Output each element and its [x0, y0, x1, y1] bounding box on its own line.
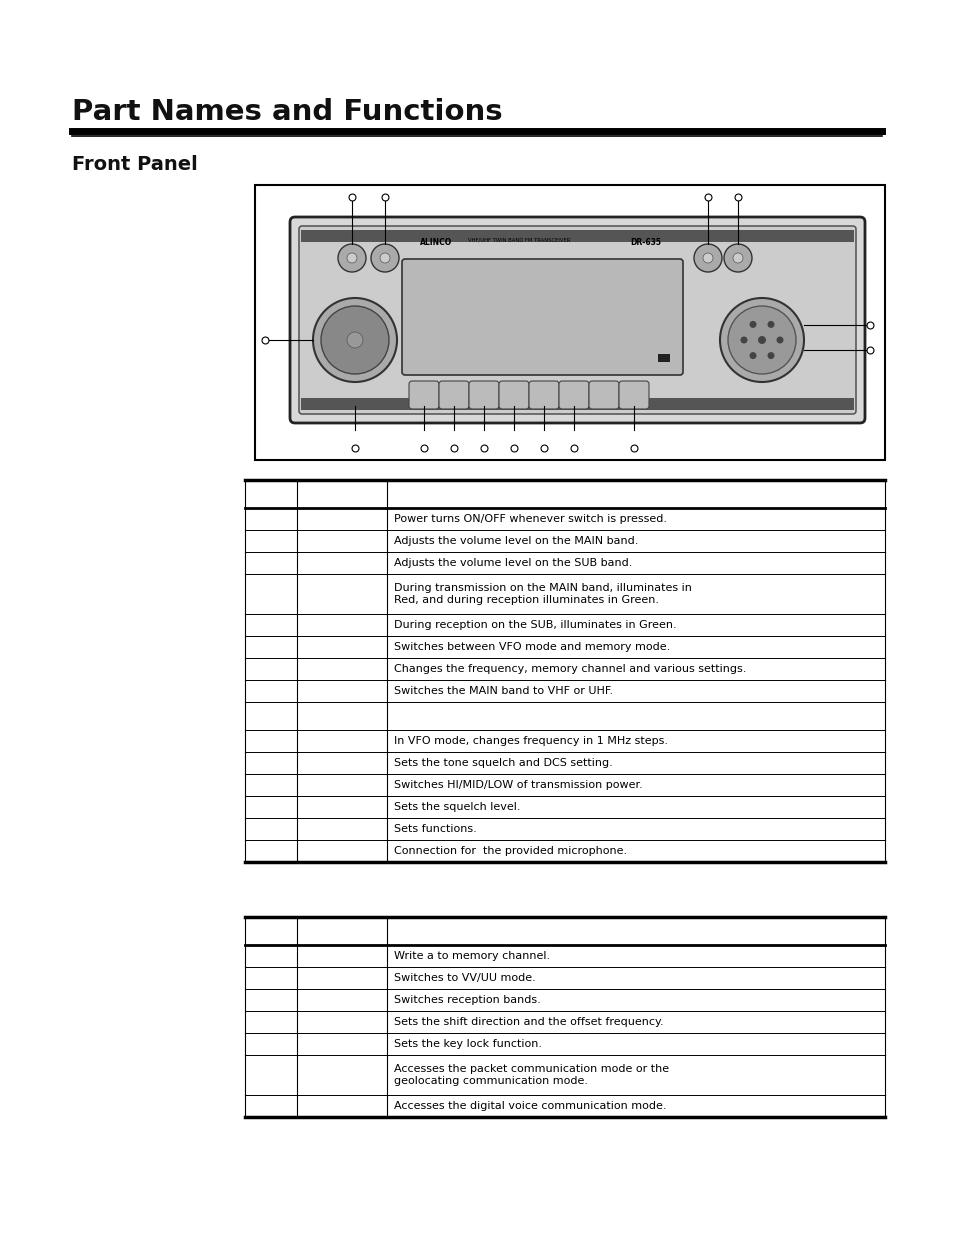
- FancyBboxPatch shape: [438, 382, 469, 409]
- Text: Sets the tone squelch and DCS setting.: Sets the tone squelch and DCS setting.: [394, 758, 612, 768]
- Text: Switches between VFO mode and memory mode.: Switches between VFO mode and memory mod…: [394, 642, 670, 652]
- Circle shape: [776, 336, 782, 343]
- Text: Switches HI/MID/LOW of transmission power.: Switches HI/MID/LOW of transmission powe…: [394, 781, 642, 790]
- Circle shape: [740, 336, 747, 343]
- Text: Sets functions.: Sets functions.: [394, 824, 476, 834]
- Text: Sets the shift direction and the offset frequency.: Sets the shift direction and the offset …: [394, 1016, 663, 1028]
- Text: Part Names and Functions: Part Names and Functions: [71, 98, 502, 126]
- Text: During reception on the SUB, illuminates in Green.: During reception on the SUB, illuminates…: [394, 620, 676, 630]
- Text: Accesses the digital voice communication mode.: Accesses the digital voice communication…: [394, 1100, 666, 1112]
- Bar: [658, 354, 669, 362]
- Text: Sets the key lock function.: Sets the key lock function.: [394, 1039, 541, 1049]
- Text: During transmission on the MAIN band, illuminates in
Red, and during reception i: During transmission on the MAIN band, il…: [394, 583, 691, 605]
- FancyBboxPatch shape: [558, 382, 588, 409]
- Circle shape: [337, 245, 366, 272]
- Circle shape: [379, 253, 390, 263]
- Circle shape: [313, 298, 396, 382]
- Text: Switches to VV/UU mode.: Switches to VV/UU mode.: [394, 973, 536, 983]
- Text: Connection for  the provided microphone.: Connection for the provided microphone.: [394, 846, 626, 856]
- Circle shape: [749, 352, 756, 359]
- Circle shape: [758, 336, 765, 345]
- FancyBboxPatch shape: [409, 382, 438, 409]
- Text: Adjusts the volume level on the SUB band.: Adjusts the volume level on the SUB band…: [394, 558, 632, 568]
- Circle shape: [693, 245, 721, 272]
- Text: Power turns ON/OFF whenever switch is pressed.: Power turns ON/OFF whenever switch is pr…: [394, 514, 666, 524]
- Circle shape: [347, 332, 363, 348]
- Circle shape: [767, 352, 774, 359]
- FancyBboxPatch shape: [469, 382, 498, 409]
- Circle shape: [702, 253, 712, 263]
- Circle shape: [347, 253, 356, 263]
- FancyBboxPatch shape: [298, 226, 855, 414]
- Text: VHF/UHF TWIN BAND FM TRANSCEIVER: VHF/UHF TWIN BAND FM TRANSCEIVER: [468, 238, 570, 243]
- Circle shape: [767, 321, 774, 329]
- Circle shape: [723, 245, 751, 272]
- FancyBboxPatch shape: [618, 382, 648, 409]
- FancyBboxPatch shape: [588, 382, 618, 409]
- Bar: [301, 398, 853, 410]
- Bar: [254, 185, 884, 459]
- FancyBboxPatch shape: [498, 382, 529, 409]
- Text: DR-635: DR-635: [629, 238, 660, 247]
- FancyBboxPatch shape: [401, 259, 682, 375]
- FancyBboxPatch shape: [529, 382, 558, 409]
- Circle shape: [749, 321, 756, 329]
- Text: Front Panel: Front Panel: [71, 156, 197, 174]
- FancyBboxPatch shape: [290, 217, 864, 424]
- Bar: [301, 230, 853, 242]
- Circle shape: [732, 253, 742, 263]
- Text: ALINCO: ALINCO: [419, 238, 452, 247]
- Text: Adjusts the volume level on the MAIN band.: Adjusts the volume level on the MAIN ban…: [394, 536, 638, 546]
- Text: Switches the MAIN band to VHF or UHF.: Switches the MAIN band to VHF or UHF.: [394, 685, 613, 697]
- Text: In VFO mode, changes frequency in 1 MHz steps.: In VFO mode, changes frequency in 1 MHz …: [394, 736, 667, 746]
- Circle shape: [727, 306, 795, 374]
- Text: Sets the squelch level.: Sets the squelch level.: [394, 802, 520, 811]
- Circle shape: [720, 298, 803, 382]
- Text: Accesses the packet communication mode or the
geolocating communication mode.: Accesses the packet communication mode o…: [394, 1065, 668, 1086]
- Text: Write a to memory channel.: Write a to memory channel.: [394, 951, 550, 961]
- Circle shape: [371, 245, 398, 272]
- Text: Changes the frequency, memory channel and various settings.: Changes the frequency, memory channel an…: [394, 664, 745, 674]
- Text: Switches reception bands.: Switches reception bands.: [394, 995, 540, 1005]
- Circle shape: [320, 306, 389, 374]
